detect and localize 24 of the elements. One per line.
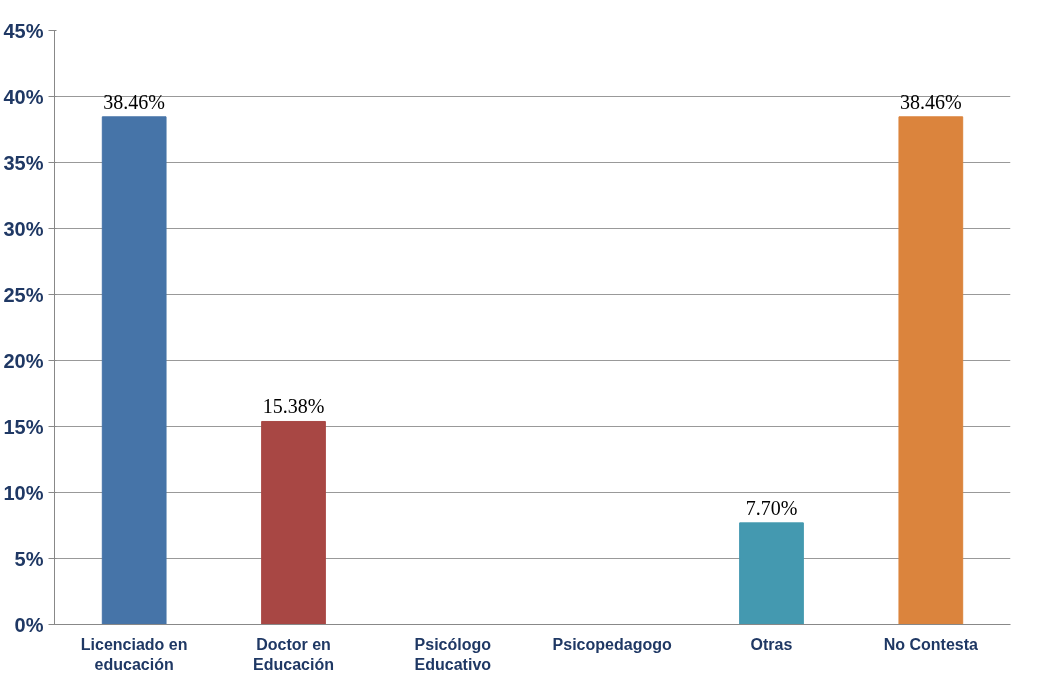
- y-tick-label: 0%: [14, 613, 44, 636]
- bar: [101, 116, 167, 625]
- y-tick-label: 20%: [3, 349, 44, 372]
- y-tick-label: 40%: [3, 85, 44, 108]
- x-tick-label: Licenciado en educación: [80, 635, 188, 673]
- data-label: 38.46%: [900, 90, 962, 113]
- x-tick-label: Otras: [750, 635, 793, 653]
- x-tick-label: No Contesta: [883, 635, 979, 653]
- y-tick-label: 30%: [3, 217, 44, 240]
- bar: [898, 116, 964, 625]
- x-tick-label: Psicopedagogo: [552, 635, 672, 653]
- bar: [739, 522, 804, 625]
- x-tick-label: Doctor en Educación: [253, 635, 334, 673]
- y-tick-label: 45%: [3, 19, 44, 42]
- y-tick-label: 5%: [14, 547, 44, 570]
- bar: [261, 420, 326, 625]
- data-label: 15.38%: [262, 395, 325, 418]
- y-tick-label: 10%: [3, 481, 44, 504]
- x-tick-label: Psicólogo Educativo: [414, 635, 492, 673]
- data-label: 38.46%: [103, 90, 166, 113]
- y-tick-label: 25%: [3, 283, 44, 306]
- y-tick-label: 35%: [3, 151, 44, 174]
- y-tick-label: 15%: [3, 415, 44, 438]
- data-label: 7.70%: [745, 496, 798, 519]
